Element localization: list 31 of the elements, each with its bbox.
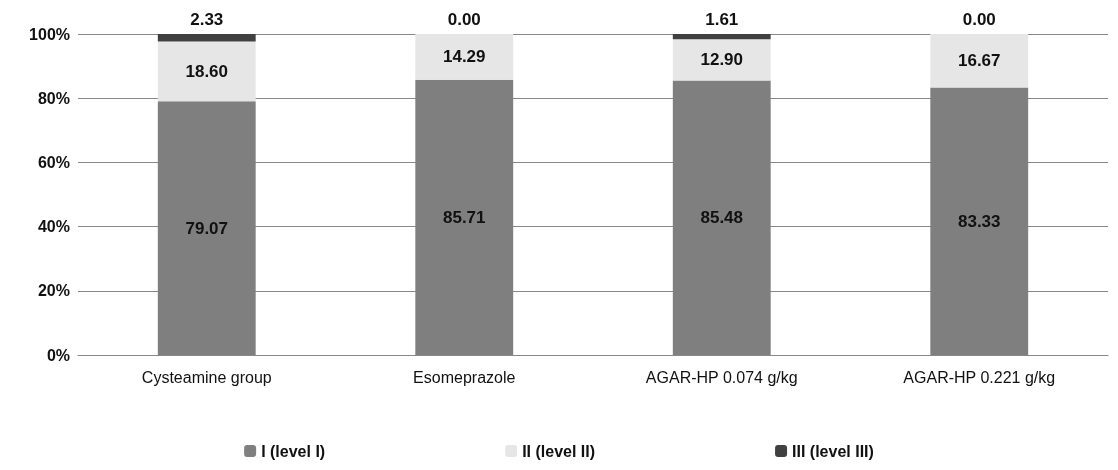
y-tick-label: 100% — [29, 25, 70, 43]
x-tick-label: Esomeprazole — [413, 368, 516, 386]
y-tick-label: 40% — [37, 218, 70, 236]
bar — [672, 34, 771, 40]
x-tick-label: Cysteamine group — [141, 368, 272, 386]
y-tick-label: 60% — [37, 153, 70, 171]
y-tick-label: 0% — [46, 346, 70, 364]
legend-label: II (level II) — [522, 442, 596, 460]
bar — [415, 34, 514, 80]
data-label: 0.00 — [962, 10, 996, 29]
bar — [157, 41, 256, 102]
data-label: 1.61 — [705, 10, 739, 30]
data-label: 18.60 — [185, 61, 229, 81]
legend-label: III (level III) — [792, 442, 874, 460]
data-label: 85.48 — [700, 208, 744, 228]
data-label: 12.90 — [700, 50, 744, 70]
bar — [672, 39, 771, 81]
y-tick-label: 20% — [37, 282, 70, 300]
data-label: 83.33 — [957, 211, 1001, 231]
x-tick-label: AGAR-HP 0.221 g/kg — [903, 368, 1056, 386]
legend-label: I (level I) — [261, 442, 326, 460]
data-label: 0.00 — [447, 10, 481, 29]
data-label: 79.07 — [185, 218, 229, 238]
bar — [157, 34, 256, 42]
data-label: 14.29 — [442, 47, 486, 67]
x-tick-label: AGAR-HP 0.074 g/kg — [645, 368, 798, 386]
bar — [930, 34, 1029, 88]
y-tick-label: 80% — [37, 89, 70, 107]
data-label: 2.33 — [190, 10, 224, 29]
data-label: 16.67 — [957, 51, 1001, 71]
data-label: 85.71 — [442, 207, 486, 227]
